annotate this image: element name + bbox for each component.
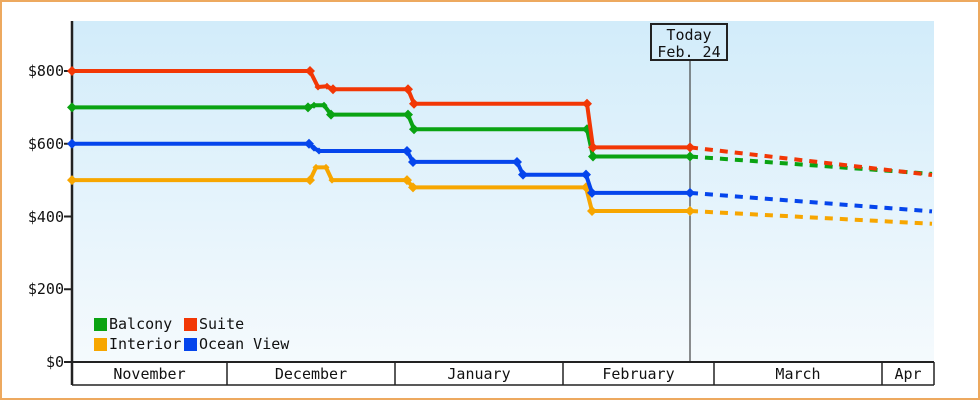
month-label-december: December — [274, 365, 348, 383]
legend-label-suite: Suite — [199, 315, 245, 333]
marker-suite — [588, 142, 598, 153]
marker-ocean-view — [581, 169, 591, 180]
marker-suite — [409, 98, 419, 109]
marker-ocean-view — [518, 169, 528, 180]
marker-suite — [305, 66, 315, 76]
marker-interior — [322, 163, 330, 171]
plot-background — [72, 21, 934, 362]
marker-interior — [685, 206, 695, 217]
today-label: Today — [666, 26, 712, 44]
marker-balcony — [67, 102, 77, 113]
marker-ocean-view — [310, 144, 318, 152]
marker-ocean-view — [402, 146, 412, 157]
y-axis-label: $0 — [45, 353, 64, 371]
marker-suite — [328, 84, 338, 95]
marker-ocean-view — [512, 156, 522, 167]
interior-swatch-icon — [94, 337, 107, 351]
today-annotation-box: Today Feb. 24 — [650, 23, 728, 61]
suite-swatch-icon — [184, 317, 197, 331]
marker-suite — [323, 82, 331, 90]
series-projection-interior — [689, 209, 933, 226]
plot-layer — [64, 21, 935, 386]
legend-label-balcony: Balcony — [109, 315, 173, 333]
today-date-label: Feb. 24 — [657, 43, 721, 61]
legend-row: Interior Ocean View — [94, 334, 289, 354]
marker-interior — [328, 176, 336, 184]
marker-ocean-view — [67, 138, 77, 149]
marker-balcony — [310, 101, 318, 109]
marker-suite — [685, 142, 695, 153]
legend-row: Balcony Suite — [94, 314, 289, 334]
legend-item-interior: Interior — [94, 335, 184, 353]
marker-interior — [402, 175, 412, 186]
marker-interior — [305, 175, 315, 186]
series-projection-suite — [689, 145, 933, 177]
marker-interior — [312, 163, 320, 171]
marker-interior — [67, 175, 77, 186]
balcony-swatch-icon — [94, 317, 107, 331]
marker-ocean-view — [408, 156, 418, 167]
series-line-suite — [72, 69, 690, 150]
marker-suite — [403, 84, 413, 95]
marker-ocean-view — [315, 147, 323, 155]
series-projection-ocean-view — [689, 190, 933, 214]
month-label-november: November — [113, 365, 186, 383]
marker-balcony — [320, 101, 328, 109]
month-label-february: February — [602, 365, 675, 383]
series-line-interior — [72, 165, 690, 213]
legend: Balcony Suite Interior Ocean View — [94, 314, 289, 354]
series-projection-balcony — [689, 154, 933, 176]
marker-balcony — [685, 151, 695, 162]
legend-item-suite: Suite — [184, 315, 274, 333]
marker-balcony — [303, 102, 313, 113]
legend-label-ocean-view: Ocean View — [199, 335, 290, 353]
y-axis-label: $800 — [27, 62, 64, 80]
marker-suite — [67, 66, 77, 76]
marker-ocean-view — [587, 187, 597, 198]
ocean-view-swatch-icon — [184, 337, 197, 351]
y-axis-label: $600 — [27, 134, 64, 153]
month-label-apr: Apr — [894, 365, 922, 383]
marker-ocean-view — [685, 187, 695, 198]
marker-balcony — [326, 109, 336, 120]
marker-suite — [582, 98, 592, 109]
marker-interior — [587, 206, 597, 217]
legend-item-ocean-view: Ocean View — [184, 335, 289, 353]
marker-balcony — [409, 124, 419, 135]
marker-suite — [314, 83, 322, 91]
marker-balcony — [588, 151, 598, 162]
marker-interior — [408, 182, 418, 193]
month-label-january: January — [447, 365, 511, 383]
marker-ocean-view — [304, 138, 314, 149]
legend-item-balcony: Balcony — [94, 315, 184, 333]
y-axis-label: $400 — [27, 207, 64, 226]
y-axis-label: $200 — [27, 280, 64, 299]
marker-balcony — [403, 109, 413, 120]
legend-label-interior: Interior — [109, 335, 182, 353]
month-label-march: March — [775, 365, 821, 383]
